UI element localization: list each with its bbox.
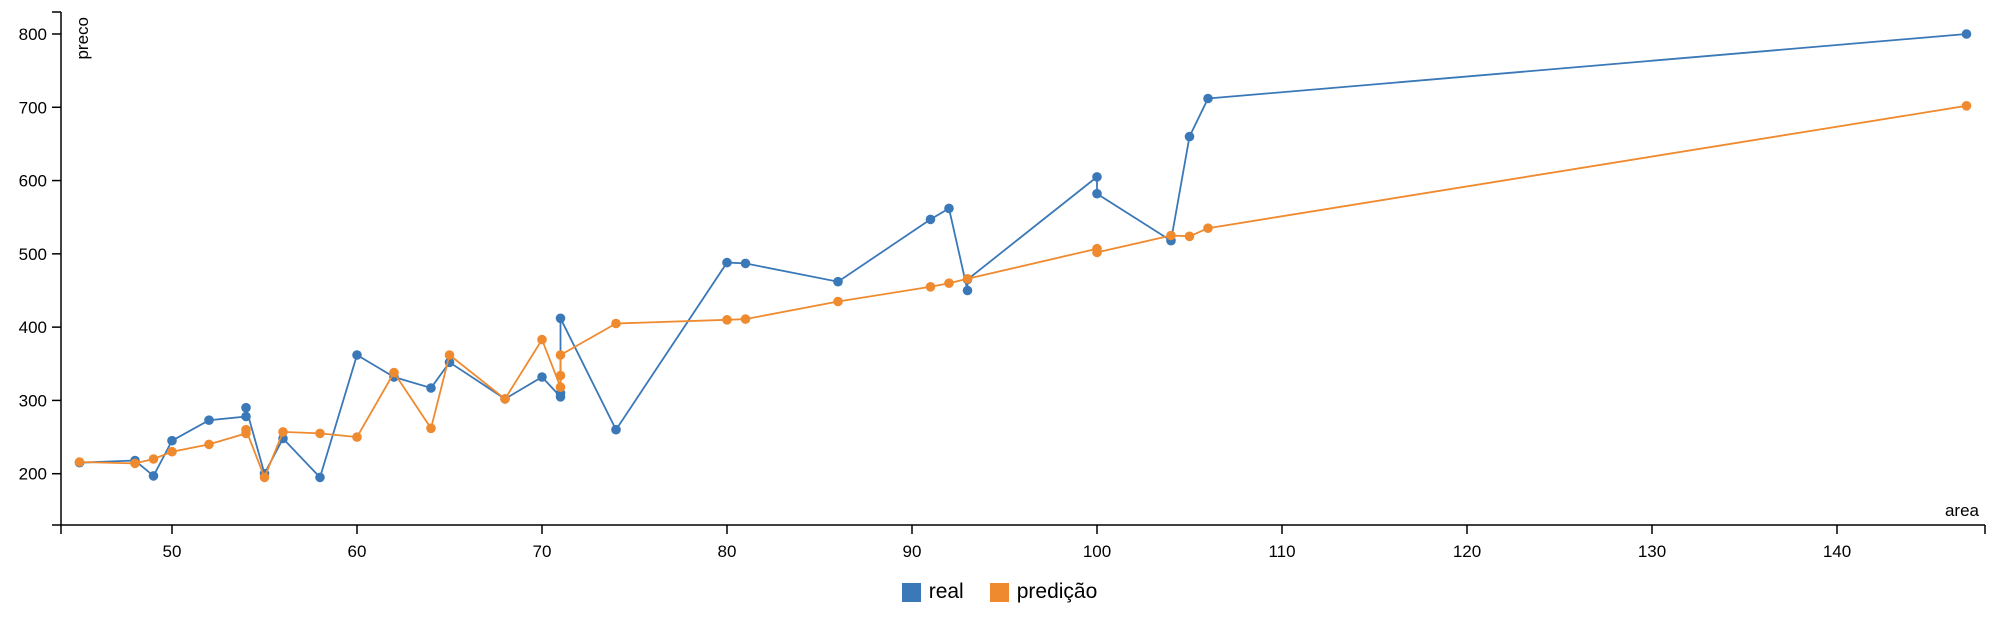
data-point[interactable]	[352, 432, 362, 442]
data-point[interactable]	[241, 424, 251, 435]
data-point[interactable]	[1166, 230, 1176, 241]
data-point[interactable]	[167, 446, 177, 457]
data-point[interactable]	[167, 435, 177, 446]
x-axis-title: area	[1945, 501, 1980, 520]
data-point[interactable]	[130, 458, 140, 469]
data-point[interactable]	[1203, 223, 1213, 233]
data-point[interactable]	[944, 278, 954, 289]
data-point[interactable]	[148, 471, 159, 481]
y-tick-label: 400	[19, 318, 47, 337]
data-point[interactable]	[315, 472, 325, 483]
legend: real predição	[0, 580, 1999, 604]
data-point[interactable]	[444, 350, 455, 360]
data-point[interactable]	[259, 472, 270, 483]
data-point[interactable]	[537, 334, 547, 345]
y-axis-title: preco	[73, 17, 92, 60]
y-tick-label: 700	[19, 98, 47, 117]
series-real	[74, 29, 1972, 483]
series-line	[79, 104, 1967, 480]
data-point[interactable]	[241, 402, 251, 413]
legend-item-predicao[interactable]: predição	[989, 580, 1098, 604]
data-point[interactable]	[500, 394, 510, 404]
data-point[interactable]	[241, 411, 251, 422]
x-tick-label: 120	[1453, 542, 1481, 561]
y-tick-label: 600	[19, 172, 47, 191]
data-point[interactable]	[1092, 247, 1102, 258]
data-point[interactable]	[1184, 131, 1195, 142]
data-point[interactable]	[1961, 101, 1972, 111]
data-point[interactable]	[722, 315, 732, 325]
data-point[interactable]	[74, 457, 85, 467]
x-tick-label: 60	[348, 542, 367, 561]
legend-label-predicao: predição	[1016, 580, 1098, 603]
x-tick-label: 70	[533, 542, 552, 561]
data-point[interactable]	[555, 382, 566, 393]
data-point[interactable]	[1203, 93, 1213, 104]
chart: 50 60 70 80 90 100 110 120 130 140 200 300 400 500 60…	[19, 11, 1986, 561]
data-point[interactable]	[740, 314, 751, 324]
x-tick-label: 80	[718, 542, 737, 561]
data-point[interactable]	[555, 370, 566, 381]
y-tick-label: 800	[19, 25, 47, 44]
data-point[interactable]	[278, 427, 288, 437]
data-point[interactable]	[962, 285, 973, 296]
series-layer	[74, 29, 1972, 483]
x-tick-label: 90	[903, 542, 922, 561]
legend-swatch-predicao	[989, 582, 1009, 602]
data-point[interactable]	[1092, 188, 1102, 199]
data-point[interactable]	[1184, 231, 1195, 242]
data-point[interactable]	[722, 257, 732, 268]
data-point[interactable]	[148, 454, 159, 464]
x-tick-label: 50	[163, 542, 182, 561]
data-point[interactable]	[1961, 29, 1972, 39]
x-tick-label: 140	[1823, 542, 1851, 561]
data-point[interactable]	[315, 428, 325, 439]
data-point[interactable]	[962, 274, 973, 284]
x-tick-label: 110	[1268, 542, 1295, 561]
axes: 50 60 70 80 90 100 110 120 130 140 200 300 400 500 60…	[19, 11, 1986, 561]
y-tick-label: 500	[19, 245, 47, 264]
y-axis-ticks: 200 300 400 500 600 700 800	[19, 11, 61, 526]
data-point[interactable]	[925, 214, 936, 225]
data-point[interactable]	[611, 424, 621, 435]
data-point[interactable]	[352, 350, 362, 360]
data-point[interactable]	[204, 439, 214, 450]
data-point[interactable]	[555, 350, 566, 360]
data-point[interactable]	[555, 313, 566, 324]
data-point[interactable]	[426, 383, 436, 393]
x-axis-ticks: 50 60 70 80 90 100 110 120 130 140	[60, 525, 1986, 561]
series-line	[79, 33, 1967, 480]
data-point[interactable]	[833, 296, 843, 307]
data-point[interactable]	[611, 318, 621, 329]
x-tick-label: 100	[1083, 542, 1111, 561]
legend-swatch-real	[901, 582, 921, 602]
y-tick-label: 200	[19, 465, 47, 484]
data-point[interactable]	[740, 258, 751, 269]
data-point[interactable]	[944, 203, 954, 214]
data-point[interactable]	[833, 276, 843, 287]
data-point[interactable]	[389, 367, 399, 378]
data-point[interactable]	[426, 423, 436, 434]
y-tick-label: 300	[19, 391, 47, 410]
data-point[interactable]	[537, 372, 547, 382]
series-predicao	[74, 101, 1972, 483]
x-tick-label: 130	[1638, 542, 1666, 561]
data-point[interactable]	[204, 415, 214, 426]
data-point[interactable]	[925, 282, 936, 292]
legend-label-real: real	[928, 580, 964, 603]
data-point[interactable]	[1092, 172, 1102, 182]
legend-item-real[interactable]: real	[901, 580, 964, 604]
